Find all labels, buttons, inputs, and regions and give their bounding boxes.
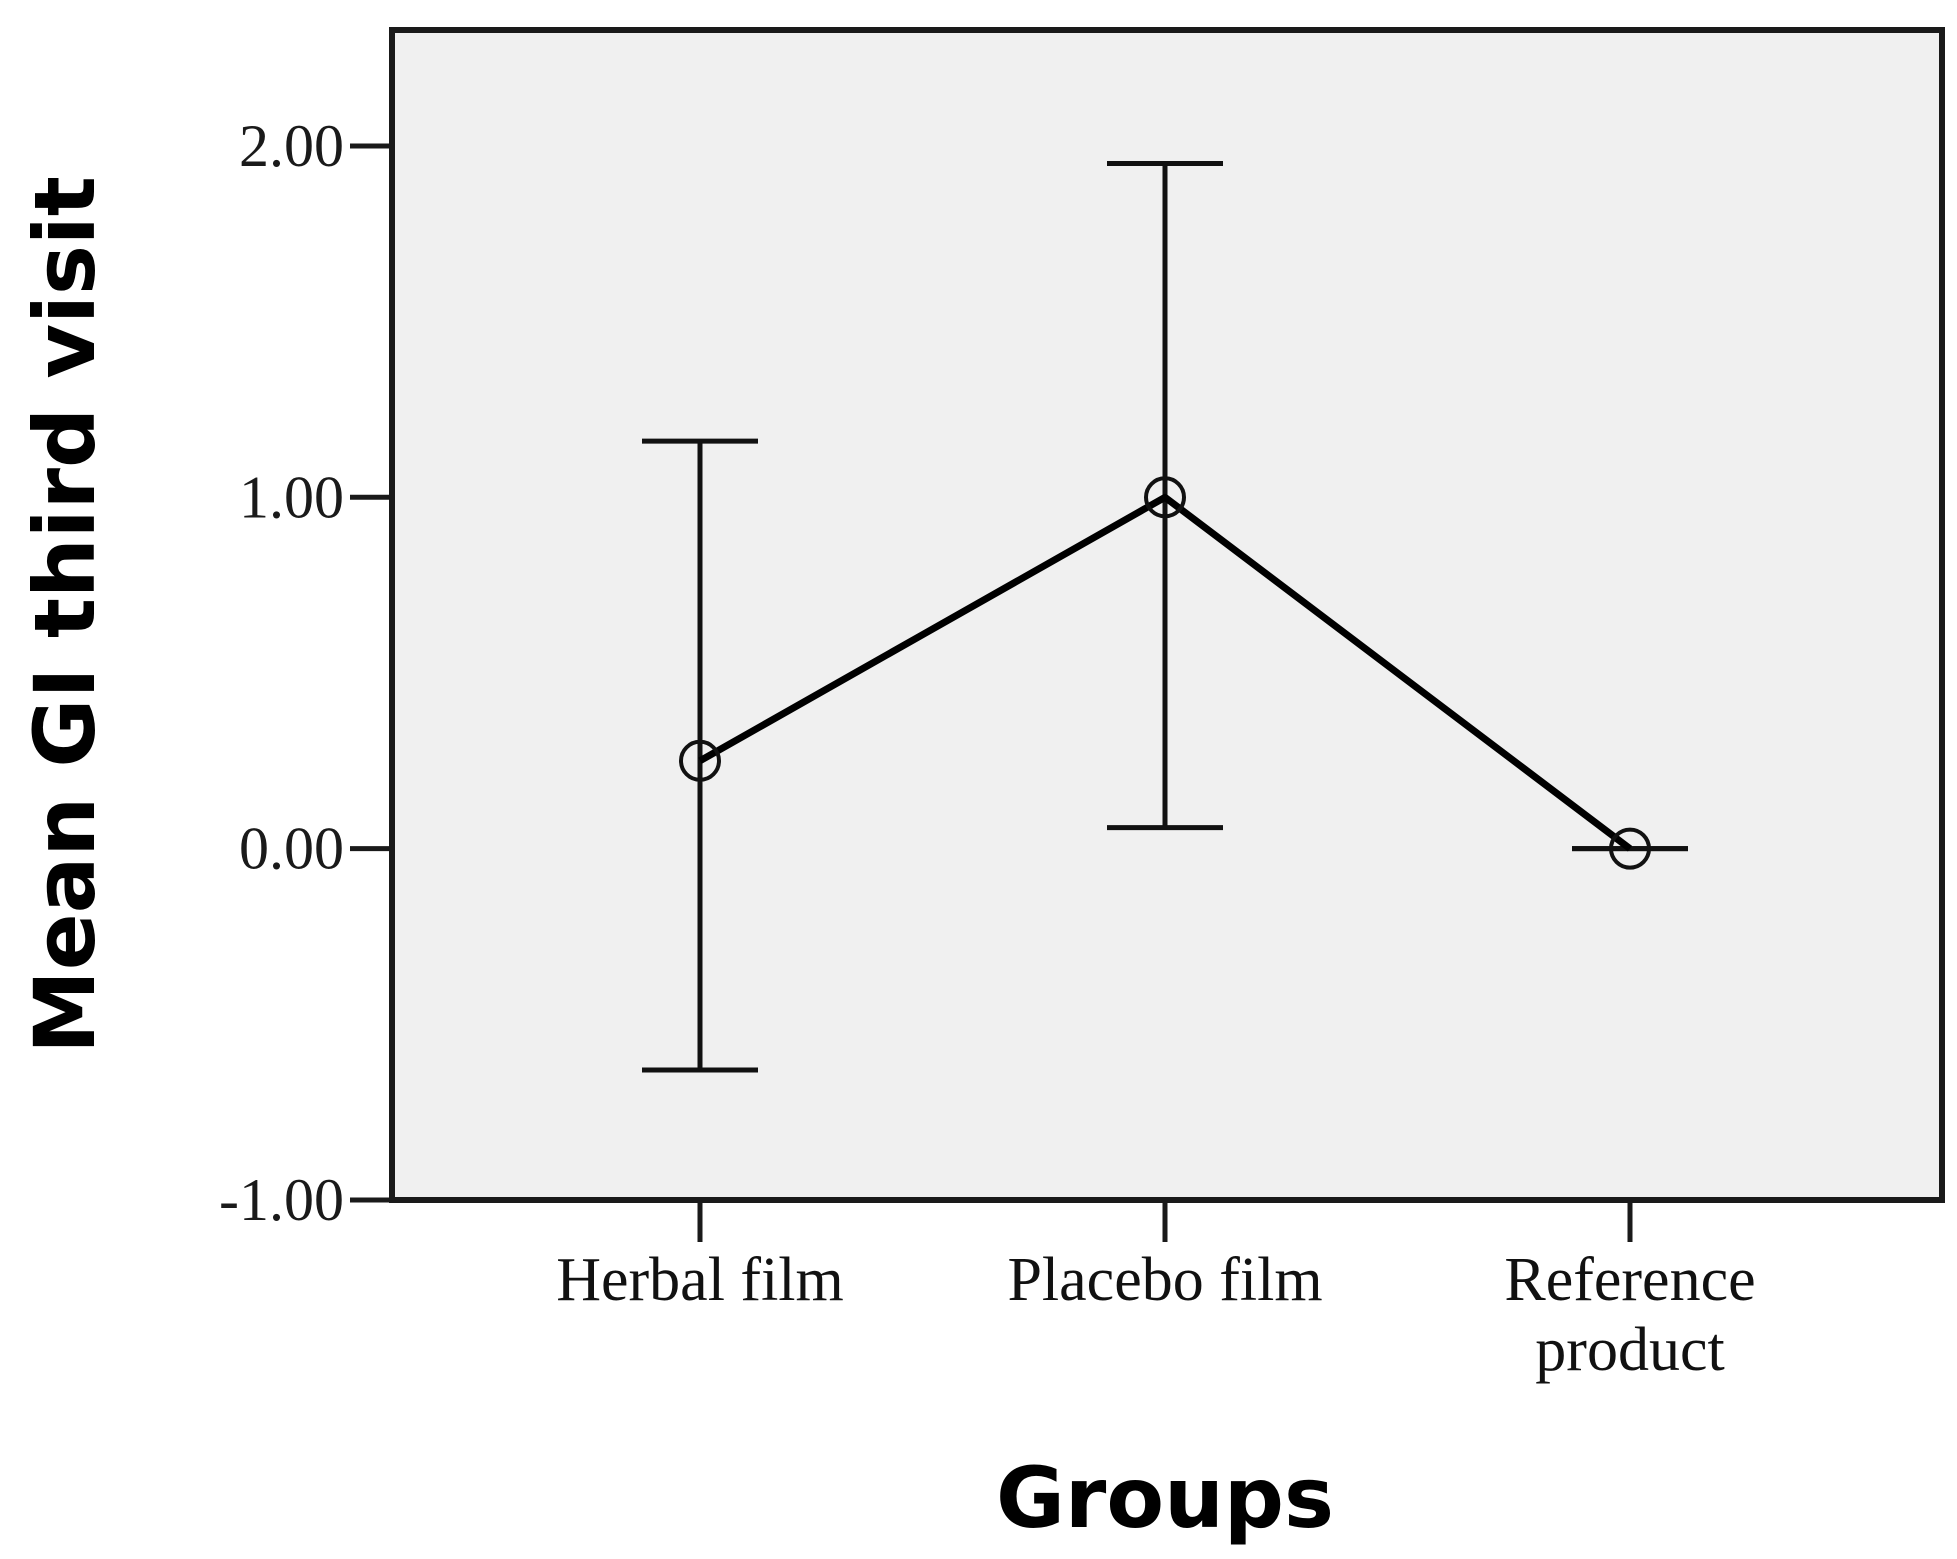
y-tick-label: 2.00 bbox=[239, 113, 344, 179]
x-tick-label-line: Reference bbox=[1504, 1246, 1755, 1314]
series-line-group bbox=[698, 493, 1633, 852]
y-tick-label: 0.00 bbox=[239, 816, 344, 882]
x-axis-ticks: Herbal film Placebo film Reference product bbox=[556, 1200, 1756, 1384]
x-tick-label: Reference product bbox=[1504, 1246, 1755, 1384]
data-points bbox=[679, 476, 1651, 870]
x-tick-label-line: Herbal film bbox=[556, 1246, 844, 1314]
x-tick-label: Placebo film bbox=[1007, 1246, 1322, 1314]
data-point bbox=[1144, 476, 1186, 519]
x-tick-label: Herbal film bbox=[556, 1246, 844, 1314]
y-tick-label: -1.00 bbox=[219, 1167, 344, 1233]
y-axis-title: Mean GI third visit bbox=[16, 176, 114, 1054]
series-line bbox=[698, 493, 1633, 852]
data-point bbox=[679, 739, 721, 782]
x-tick-label-line: product bbox=[1535, 1316, 1724, 1384]
x-axis-title: Groups bbox=[996, 1449, 1334, 1547]
y-axis-ticks: -1.00 0.00 1.00 2.00 bbox=[219, 113, 392, 1233]
data-point bbox=[1609, 827, 1651, 870]
x-tick-label-line: Placebo film bbox=[1007, 1246, 1322, 1314]
y-tick-label: 1.00 bbox=[239, 464, 344, 530]
